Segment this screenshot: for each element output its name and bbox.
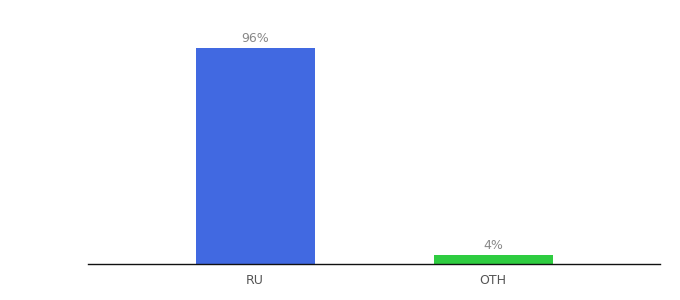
Bar: [196, 48, 315, 264]
Text: 4%: 4%: [483, 238, 503, 252]
Bar: [434, 255, 553, 264]
Text: 96%: 96%: [241, 32, 269, 45]
